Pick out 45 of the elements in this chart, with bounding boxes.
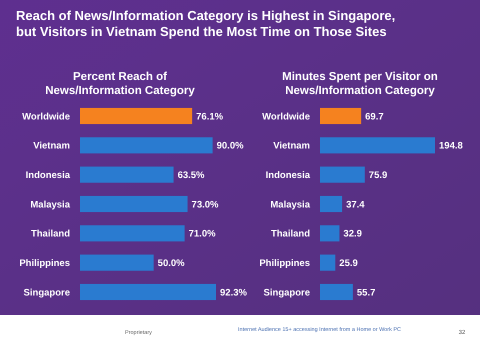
data-label: 32.9 bbox=[343, 228, 362, 240]
y-tick-label: Indonesia bbox=[266, 170, 311, 181]
y-tick-label: Thailand bbox=[30, 228, 70, 240]
y-tick-label: Philippines bbox=[19, 258, 70, 269]
data-label: 73.0% bbox=[192, 199, 220, 210]
bar bbox=[80, 284, 216, 300]
data-label: 76.1% bbox=[196, 111, 224, 122]
chart-title: Reach of News/Information Category is Highest in Singapore, but Visitors in Vietnam Spend the Most Time on Those Sites bbox=[16, 8, 396, 39]
bar bbox=[80, 225, 185, 242]
bar bbox=[320, 254, 336, 271]
data-label: 50.0% bbox=[158, 258, 186, 269]
y-tick-label: Thailand bbox=[270, 228, 310, 240]
y-tick-label: Worldwide bbox=[262, 111, 310, 122]
y-tick-label: Worldwide bbox=[22, 111, 70, 122]
bar bbox=[320, 225, 340, 242]
y-tick-label: Vietnam bbox=[273, 140, 310, 152]
bar bbox=[320, 137, 435, 154]
bar bbox=[320, 284, 353, 300]
y-tick-label: Philippines bbox=[259, 258, 310, 269]
bar bbox=[80, 137, 213, 154]
y-tick-label: Singapore bbox=[24, 287, 70, 298]
chart-title: Minutes Spent per Visitor on News/Information Category bbox=[282, 71, 438, 97]
data-label: 63.5% bbox=[178, 170, 206, 181]
bar bbox=[80, 166, 174, 183]
data-label: 90.0% bbox=[216, 140, 244, 152]
y-tick-label: Vietnam bbox=[33, 140, 70, 152]
y-tick-label: Indonesia bbox=[26, 170, 71, 181]
data-label: 194.8 bbox=[439, 140, 463, 152]
bar bbox=[320, 108, 362, 124]
y-tick-label: Malaysia bbox=[30, 199, 71, 210]
data-label: 92.3% bbox=[220, 287, 248, 298]
data-label: 71.0% bbox=[188, 228, 216, 240]
bar bbox=[80, 196, 188, 212]
data-label: 55.7 bbox=[356, 287, 376, 298]
y-tick-label: Malaysia bbox=[270, 199, 311, 210]
bar bbox=[80, 254, 154, 271]
data-label: 69.7 bbox=[365, 111, 384, 122]
data-label: 75.9 bbox=[368, 170, 388, 181]
y-tick-label: Singapore bbox=[264, 287, 310, 298]
data-label: 37.4 bbox=[346, 199, 366, 210]
bar bbox=[320, 166, 365, 183]
bar bbox=[80, 108, 192, 124]
chart-subtitle: Percent Reach of News/Information Category bbox=[45, 71, 196, 97]
bar bbox=[320, 196, 342, 212]
data-label: 25.9 bbox=[339, 258, 358, 269]
